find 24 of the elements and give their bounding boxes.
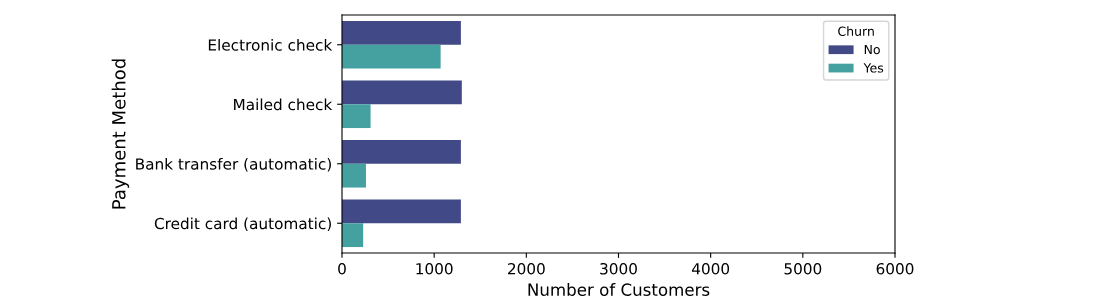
x-tick-label: 4000 [691, 262, 730, 275]
y-tick-label: Electronic check [208, 38, 333, 51]
x-tick-label: 2000 [508, 262, 545, 275]
legend-label: No [864, 44, 880, 55]
bar [342, 199, 461, 224]
y-tick-label: Credit card (automatic) [154, 217, 331, 232]
legend-title: Churn [838, 26, 874, 36]
bar [342, 44, 441, 69]
x-tick-label: 6000 [876, 262, 914, 275]
y-tick-label: Mailed check [234, 98, 333, 111]
bar [342, 223, 364, 248]
x-tick-label: 1000 [416, 262, 453, 275]
x-tick-label: 0 [338, 262, 346, 275]
bar [342, 80, 462, 105]
x-axis-title: Number of Customers [528, 283, 710, 296]
bar [342, 139, 461, 164]
y-tick-label: Bank transfer (automatic) [136, 157, 331, 172]
x-tick-label: 5000 [784, 262, 822, 275]
y-axis-title: Payment Method [111, 59, 130, 209]
bar [342, 104, 371, 129]
legend-label: Yes [863, 63, 884, 73]
bar [342, 163, 366, 188]
bar [342, 20, 461, 45]
x-tick-label: 3000 [600, 262, 637, 275]
